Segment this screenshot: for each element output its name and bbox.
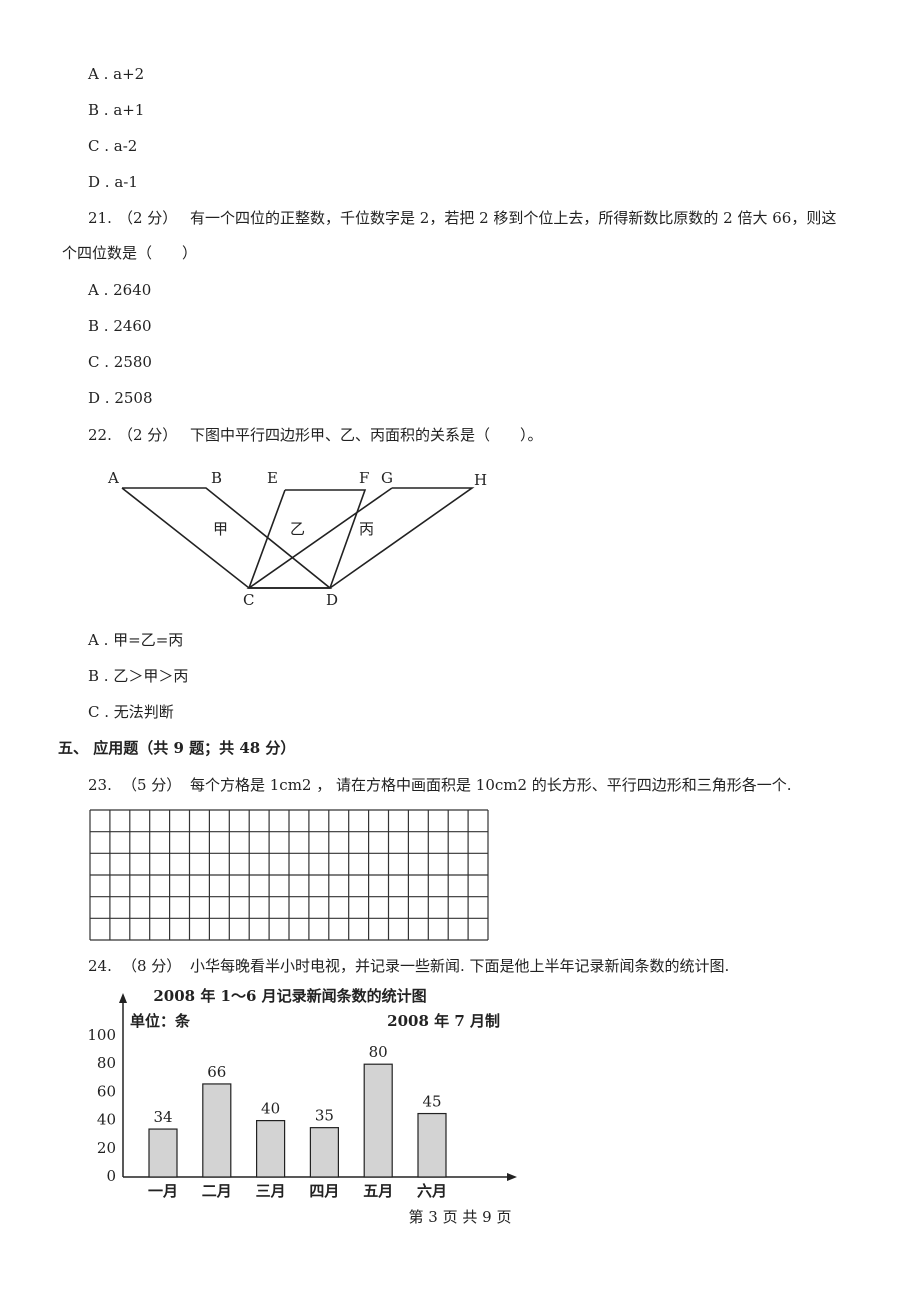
point-label: F [359, 469, 369, 487]
option: A . 2640 [87, 281, 151, 299]
shape-line [247, 489, 367, 589]
question-number: 23. [88, 776, 112, 794]
x-tick-label: 二月 [202, 1182, 232, 1200]
option: C . 无法判断 [88, 703, 174, 721]
question-text: 小华每晚看半小时电视，并记录一些新闻. 下面是他上半年记录新闻条数的统计图. [190, 957, 729, 975]
shape-label: 甲 [213, 520, 228, 538]
x-tick-label: 六月 [417, 1182, 447, 1200]
x-tick-label: 三月 [256, 1182, 286, 1200]
option: C . 2580 [88, 353, 152, 371]
question-text: 个四位数是（ ） [62, 244, 197, 262]
option: A . a+2 [87, 65, 144, 83]
y-tick-label: 80 [97, 1054, 116, 1072]
question-score: （2 分） [118, 426, 177, 444]
y-tick-label: 60 [97, 1082, 116, 1100]
option: D . a-1 [88, 173, 138, 191]
question-score: （8 分） [122, 957, 181, 975]
question-number: 21. [88, 209, 112, 227]
question-text: 下图中平行四边形甲、乙、丙面积的关系是（ ）。 [190, 426, 543, 444]
section-heading: 五、 应用题（共 9 题；共 48 分） [58, 739, 295, 757]
shape-line [246, 487, 475, 589]
y-tick-label: 0 [106, 1167, 116, 1185]
shape-line [121, 487, 333, 589]
parallelogram-figure [121, 487, 475, 589]
y-tick-label: 20 [97, 1139, 116, 1157]
option: B . a+1 [88, 101, 144, 119]
point-label: A [107, 469, 119, 487]
axis-arrow [507, 1173, 517, 1181]
bar [417, 1112, 447, 1178]
chart-unit: 单位：条 [130, 1012, 191, 1030]
option: D . 2508 [88, 389, 153, 407]
question-number: 22. [88, 426, 112, 444]
page-footer: 第 3 页 共 9 页 [409, 1208, 512, 1226]
bar [256, 1119, 286, 1178]
x-tick-label: 五月 [363, 1182, 393, 1200]
point-label: E [267, 469, 278, 487]
chart-date: 2008 年 7 月制 [387, 1012, 500, 1030]
q22: 22. （2 分） 下图中平行四边形甲、乙、丙面积的关系是（ ）。 A B E … [87, 426, 543, 721]
question-score: （2 分） [118, 209, 177, 227]
option: C . a-2 [88, 137, 137, 155]
shape-label: 乙 [290, 520, 305, 538]
bar [202, 1083, 232, 1178]
bar [363, 1063, 393, 1178]
point-label: B [211, 469, 222, 487]
y-tick-label: 100 [87, 1026, 116, 1044]
q24: 24. （8 分） 小华每晚看半小时电视，并记录一些新闻. 下面是他上半年记录新… [87, 957, 729, 1200]
option: B . 2460 [88, 317, 152, 335]
value-label: 34 [153, 1108, 172, 1126]
q23: 23. （5 分） 每个方格是 1cm2 ， 请在方格中画面积是 10cm2 的… [88, 776, 792, 941]
x-tick-label: 一月 [148, 1182, 178, 1200]
question-score: （5 分） [122, 776, 181, 794]
point-label: G [381, 469, 393, 487]
square-grid [89, 809, 489, 941]
axis-arrow [119, 993, 127, 1003]
y-tick-label: 40 [97, 1111, 116, 1129]
value-label: 40 [261, 1100, 280, 1118]
point-label: H [474, 471, 487, 489]
point-label: C [243, 591, 254, 609]
q21: 21. （2 分） 有一个四位的正整数，千位数字是 2，若把 2 移到个位上去，… [62, 209, 836, 407]
chart-title: 2008 年 1～6 月记录新闻条数的统计图 [153, 987, 426, 1005]
shape-label: 丙 [359, 520, 374, 538]
option: A . 甲=乙=丙 [87, 631, 183, 649]
question-text: 每个方格是 1cm2 ， 请在方格中画面积是 10cm2 的长方形、平行四边形和… [190, 776, 792, 794]
value-label: 66 [207, 1063, 226, 1081]
question-number: 24. [88, 957, 112, 975]
bar-chart: 0 20 40 60 80 100 34 一月 66 二月 40 三月 35 四月 80 五月 45 六月 [87, 993, 517, 1200]
q20: A . a+2 B . a+1 C . a-2 D . a-1 [87, 65, 144, 191]
option: B . 乙＞甲＞丙 [88, 667, 188, 685]
value-label: 80 [369, 1043, 388, 1061]
bar [309, 1127, 339, 1178]
bar [148, 1128, 178, 1178]
point-label: D [326, 591, 338, 609]
value-label: 45 [422, 1093, 441, 1111]
value-label: 35 [315, 1107, 334, 1125]
x-tick-label: 四月 [309, 1182, 339, 1200]
question-text: 有一个四位的正整数，千位数字是 2，若把 2 移到个位上去，所得新数比原数的 2… [190, 209, 836, 227]
